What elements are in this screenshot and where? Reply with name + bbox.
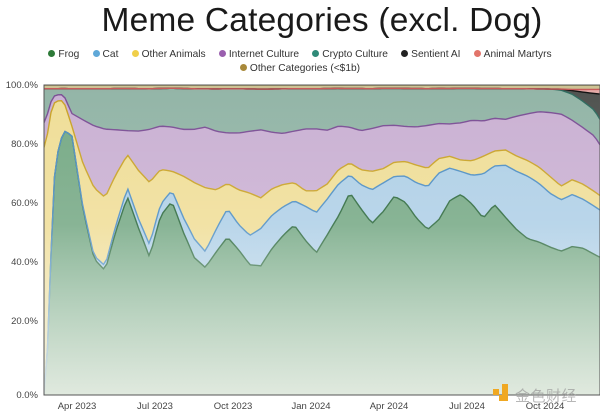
svg-text:100.0%: 100.0% [6, 80, 39, 91]
svg-text:0.0%: 0.0% [16, 390, 38, 401]
svg-text:Jan 2024: Jan 2024 [291, 401, 330, 412]
svg-text:Jul 2024: Jul 2024 [449, 401, 485, 412]
svg-text:80.0%: 80.0% [11, 139, 38, 150]
svg-text:40.0%: 40.0% [11, 257, 38, 268]
svg-text:Jul 2023: Jul 2023 [137, 401, 173, 412]
svg-text:Apr 2024: Apr 2024 [370, 401, 409, 412]
svg-text:Apr 2023: Apr 2023 [58, 401, 97, 412]
svg-text:Oct 2023: Oct 2023 [214, 401, 253, 412]
svg-text:60.0%: 60.0% [11, 198, 38, 209]
svg-text:20.0%: 20.0% [11, 316, 38, 327]
